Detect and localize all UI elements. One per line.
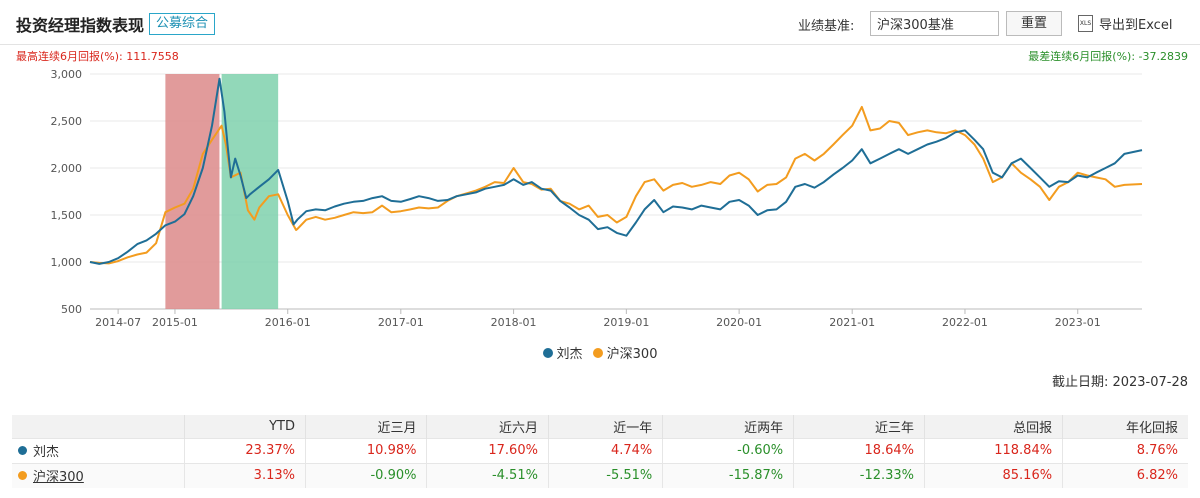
table-cell: 3.13% — [184, 462, 306, 488]
table-header-cell: 近两年 — [662, 415, 795, 438]
x-tick-label: 2019-01 — [603, 316, 649, 329]
x-tick-label: 2017-01 — [378, 316, 424, 329]
x-tick-label: 2016-01 — [265, 316, 311, 329]
legend-item-benchmark[interactable]: 沪深300 — [592, 343, 658, 362]
table-cell: 85.16% — [924, 462, 1064, 488]
x-tick-label: 2023-01 — [1055, 316, 1101, 329]
series-line-benchmark — [89, 105, 1143, 265]
benchmark-input[interactable] — [870, 11, 999, 36]
row-name-cell: 沪深300 — [12, 462, 185, 488]
benchmark-name-link[interactable]: 沪深300 — [33, 470, 84, 486]
header-divider — [0, 44, 1200, 45]
table-cell: 6.82% — [1062, 462, 1188, 488]
table-cell: 17.60% — [426, 437, 549, 463]
xls-icon: XLS — [1078, 15, 1093, 32]
y-tick-label: 1,500 — [51, 209, 83, 222]
chart-legend: 刘杰 沪深300 — [0, 343, 1200, 362]
table-cell: -0.90% — [305, 462, 428, 488]
x-tick-label: 2022-01 — [942, 316, 988, 329]
max-return-text: 最高连续6月回报(%): 111.7558 — [16, 50, 179, 63]
table-row-manager: 刘杰 23.37% 10.98% 17.60% 4.74% -0.60% 18.… — [12, 437, 1188, 463]
table-header-cell: 总回报 — [924, 415, 1064, 438]
y-tick-label: 1,000 — [51, 256, 83, 269]
export-label: 导出到Excel — [1099, 18, 1173, 33]
table-row-benchmark: 沪深300 3.13% -0.90% -4.51% -5.51% -15.87%… — [12, 462, 1188, 488]
table-header-cell — [12, 415, 185, 438]
legend-item-manager[interactable]: 刘杰 — [542, 343, 583, 362]
y-tick-label: 2,500 — [51, 115, 83, 128]
y-tick-label: 500 — [61, 303, 82, 316]
page-title: 投资经理指数表现 — [16, 16, 145, 35]
table-header-cell: YTD — [184, 415, 306, 438]
y-tick-label: 3,000 — [51, 68, 83, 81]
y-tick-label: 2,000 — [51, 162, 83, 175]
x-tick-label: 2020-01 — [716, 316, 762, 329]
header-bar: 投资经理指数表现 公募综合 业绩基准: 重置 XLS 导出到Excel — [0, 0, 1200, 46]
manager-name: 刘杰 — [18, 441, 174, 460]
benchmark-dot — [18, 471, 27, 481]
benchmark-name[interactable]: 沪深300 — [18, 466, 174, 485]
min-return-period — [221, 74, 279, 309]
table-header-cell: 近一年 — [548, 415, 664, 438]
legend-dot-manager — [542, 347, 553, 358]
table-cell: -0.60% — [662, 437, 795, 463]
table-header-cell: 近三月 — [305, 415, 428, 438]
table-cell: 8.76% — [1062, 437, 1188, 463]
table-cell: -15.87% — [662, 462, 795, 488]
manager-dot — [18, 446, 27, 455]
min-return-text: 最差连续6月回报(%): -37.2839 — [1028, 50, 1188, 63]
x-tick-label: 2015-01 — [152, 316, 198, 329]
series-line-manager — [89, 77, 1143, 265]
deadline-text: 截止日期: 2023-07-28 — [1051, 375, 1188, 390]
category-tag[interactable]: 公募综合 — [149, 13, 216, 35]
performance-table: YTD 近三月 近六月 近一年 近两年 近三年 总回报 年化回报 刘杰 23.3… — [12, 415, 1188, 488]
table-header-cell: 年化回报 — [1062, 415, 1188, 438]
table-cell: 118.84% — [924, 437, 1064, 463]
table-header-cell: 近六月 — [426, 415, 549, 438]
legend-dot-benchmark — [592, 347, 603, 358]
export-excel-button[interactable]: XLS 导出到Excel — [1078, 14, 1172, 33]
row-name-cell: 刘杰 — [12, 437, 185, 463]
x-tick-label: 2021-01 — [829, 316, 875, 329]
manager-name-text: 刘杰 — [33, 445, 60, 460]
table-cell: -4.51% — [426, 462, 549, 488]
table-cell: 18.64% — [793, 437, 926, 463]
x-tick-label: 2018-01 — [491, 316, 537, 329]
table-cell: 4.74% — [548, 437, 664, 463]
x-tick-label: 2014-07 — [95, 316, 141, 329]
performance-chart: 3,000 2,500 2,000 1,500 1,000 500 2014-07 2015-… — [51, 68, 1143, 329]
table-cell: 23.37% — [184, 437, 306, 463]
reset-button[interactable]: 重置 — [1006, 11, 1062, 36]
legend-label-benchmark: 沪深300 — [606, 347, 658, 362]
table-cell: -12.33% — [793, 462, 926, 488]
table-header-cell: 近三年 — [793, 415, 926, 438]
legend-label-manager: 刘杰 — [556, 347, 583, 362]
benchmark-label: 业绩基准: — [798, 19, 855, 34]
table-cell: 10.98% — [305, 437, 428, 463]
table-cell: -5.51% — [548, 462, 664, 488]
table-header-row: YTD 近三月 近六月 近一年 近两年 近三年 总回报 年化回报 — [12, 415, 1188, 438]
